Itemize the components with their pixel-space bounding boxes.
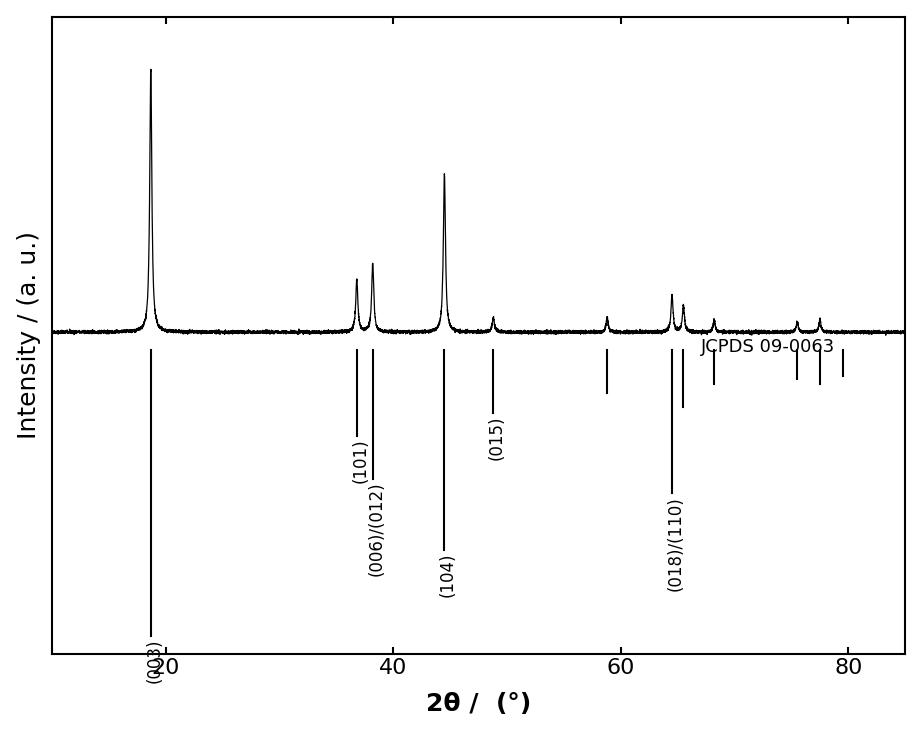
Text: (003): (003) bbox=[145, 638, 163, 683]
Text: (015): (015) bbox=[488, 416, 506, 460]
Text: (006)/(012): (006)/(012) bbox=[367, 482, 385, 576]
Text: (101): (101) bbox=[351, 438, 369, 483]
Text: (018)/(110): (018)/(110) bbox=[667, 496, 684, 591]
Text: (104): (104) bbox=[439, 553, 456, 597]
Text: JCPDS 09-0063: JCPDS 09-0063 bbox=[701, 338, 834, 356]
Y-axis label: Intensity / (a. u.): Intensity / (a. u.) bbox=[17, 231, 41, 439]
X-axis label: 2θ /  (°): 2θ / (°) bbox=[426, 693, 531, 716]
